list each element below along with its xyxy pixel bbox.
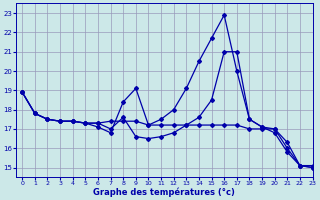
X-axis label: Graphe des températures (°c): Graphe des températures (°c) [93, 187, 235, 197]
